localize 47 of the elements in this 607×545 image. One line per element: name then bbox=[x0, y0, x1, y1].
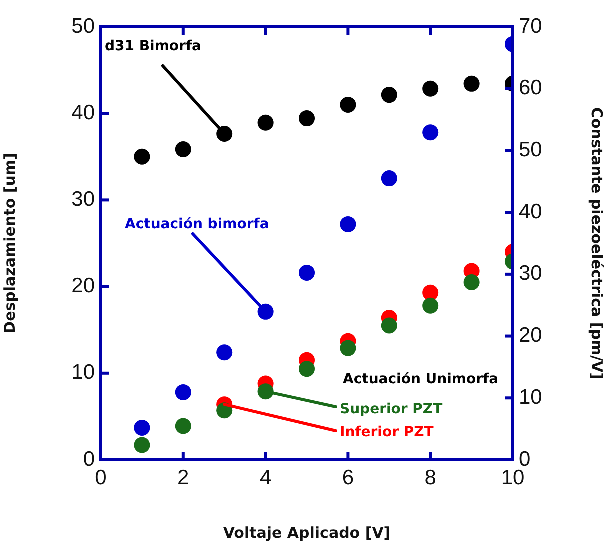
annotation: Actuación Unimorfa bbox=[343, 372, 499, 388]
x-tick-label: 2 bbox=[178, 466, 190, 490]
point bbox=[422, 80, 439, 97]
y-tick-label: 30 bbox=[72, 188, 95, 211]
x-axis-title: Voltaje Aplicado [V] bbox=[223, 524, 391, 542]
y-tick-label: 50 bbox=[72, 14, 95, 38]
point bbox=[464, 274, 480, 290]
x-tick-label: 4 bbox=[260, 466, 272, 490]
point bbox=[381, 87, 398, 104]
point bbox=[464, 76, 480, 92]
text: d31 Bimorfa bbox=[105, 38, 202, 55]
y-tick-label: 40 bbox=[72, 101, 95, 124]
y2-tick-label: 30 bbox=[519, 262, 542, 286]
y2-tick-label: 10 bbox=[519, 386, 542, 409]
point bbox=[216, 344, 233, 361]
point bbox=[175, 384, 192, 400]
y-tick-label: 10 bbox=[72, 361, 95, 384]
point bbox=[422, 124, 439, 141]
text: Actuación bimorfa bbox=[125, 216, 270, 233]
y-tick-label: 0 bbox=[83, 448, 95, 471]
y-tick-label: 20 bbox=[72, 274, 95, 298]
y2-tick-label: 60 bbox=[519, 76, 542, 100]
point bbox=[134, 420, 150, 436]
point bbox=[299, 264, 315, 281]
x-tick-label: 6 bbox=[342, 466, 354, 490]
point bbox=[134, 437, 150, 454]
y2-axis-title: Constante piezoeléctrica [pm/V] bbox=[588, 107, 606, 380]
x-tick-label: 8 bbox=[424, 466, 436, 490]
y-axis-title: Desplazamiento [um] bbox=[0, 153, 19, 334]
point bbox=[258, 114, 274, 131]
point bbox=[340, 340, 356, 356]
point bbox=[299, 361, 315, 378]
text: Inferior PZT bbox=[340, 424, 434, 441]
y2-tick-label: 50 bbox=[519, 138, 542, 162]
point bbox=[134, 148, 150, 165]
text: Superior PZT bbox=[340, 402, 444, 418]
point bbox=[175, 418, 192, 434]
y2-tick-label: 40 bbox=[519, 200, 542, 224]
point bbox=[340, 216, 356, 232]
point bbox=[299, 110, 315, 127]
point bbox=[381, 318, 398, 334]
y2-tick-label: 70 bbox=[519, 14, 542, 38]
point bbox=[381, 170, 398, 187]
point bbox=[340, 96, 356, 113]
point bbox=[422, 298, 439, 314]
y2-tick-label: 20 bbox=[519, 324, 542, 348]
point bbox=[175, 141, 192, 158]
